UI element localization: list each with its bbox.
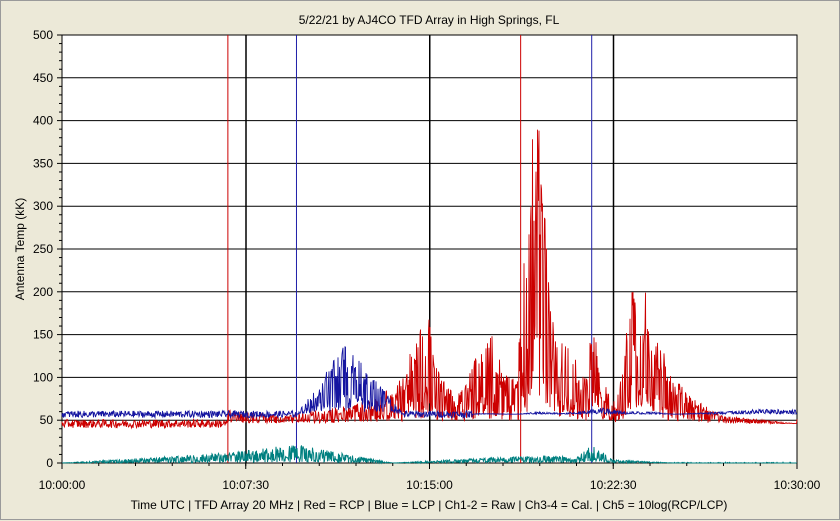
x-tick-label: 10:15:00 [406, 478, 453, 492]
series-trace [62, 445, 797, 465]
series-rcp [61, 129, 798, 430]
series-trace [61, 129, 798, 430]
x-tick-label: 10:30:00 [774, 478, 821, 492]
y-axis-label: Antenna Temp (kK) [13, 198, 27, 301]
series-lcp [61, 346, 798, 420]
axes: 0 50 100 150 200 250 300 350 400 450 500 10:00:00 10… [33, 28, 821, 492]
series-10log-rcp-lcp- [62, 445, 797, 465]
series-group [61, 129, 798, 465]
y-tick-label: 200 [33, 285, 53, 299]
chart-title: 5/22/21 by AJ4CO TFD Array in High Sprin… [299, 13, 560, 27]
y-tick-label: 250 [33, 242, 53, 256]
y-tick-label: 0 [46, 456, 53, 470]
y-tick-label: 50 [40, 413, 54, 427]
y-tick-label: 450 [33, 71, 53, 85]
series-trace [61, 346, 798, 420]
y-tick-label: 150 [33, 328, 53, 342]
y-tick-label: 500 [33, 28, 53, 42]
x-tick-label: 10:07:30 [222, 478, 269, 492]
y-tick-label: 300 [33, 199, 53, 213]
y-tick-label: 350 [33, 156, 53, 170]
x-tick-label: 10:00:00 [39, 478, 86, 492]
x-axis-label: Time UTC | TFD Array 20 MHz | Red = RCP … [131, 498, 728, 512]
y-tick-label: 100 [33, 370, 53, 384]
y-tick-label: 400 [33, 114, 53, 128]
x-tick-label: 10:22:30 [590, 478, 637, 492]
